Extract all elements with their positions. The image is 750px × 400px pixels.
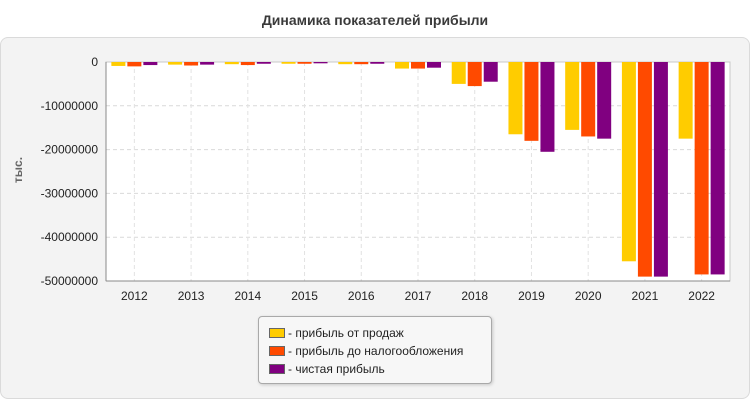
bar-sales-profit-2017 xyxy=(395,62,409,69)
legend-item-net-profit: - чистая прибыль xyxy=(269,361,385,377)
bar-net-profit-2018 xyxy=(483,62,498,82)
bar-sales-profit-2019 xyxy=(508,62,523,135)
bar-pretax-profit-2013 xyxy=(184,62,199,66)
bar-net-profit-2022 xyxy=(710,62,725,275)
x-tick-label: 2018 xyxy=(461,289,488,303)
bars xyxy=(111,62,725,277)
legend-label-sales-profit: - прибыль от продаж xyxy=(288,326,404,340)
x-tick-label: 2017 xyxy=(405,289,432,303)
y-axis-label: тыс. xyxy=(11,157,25,183)
legend: - прибыль от продаж - прибыль до налогоо… xyxy=(258,316,492,384)
bar-net-profit-2015 xyxy=(313,62,328,64)
bar-sales-profit-2012 xyxy=(111,62,126,66)
bar-pretax-profit-2018 xyxy=(467,62,482,87)
bar-pretax-profit-2022 xyxy=(694,62,709,275)
bar-pretax-profit-2020 xyxy=(581,62,596,137)
bar-sales-profit-2016 xyxy=(338,62,353,65)
y-tick-label: -50000000 xyxy=(41,274,99,288)
bar-net-profit-2021 xyxy=(653,62,668,277)
legend-swatch-sales-profit xyxy=(269,328,285,338)
bar-sales-profit-2014 xyxy=(224,62,239,65)
plot-area xyxy=(105,61,731,282)
legend-label-pretax-profit: - прибыль до налогообложения xyxy=(288,344,464,358)
bar-net-profit-2019 xyxy=(540,62,555,152)
bar-pretax-profit-2017 xyxy=(411,62,425,69)
legend-item-sales-profit: - прибыль от продаж xyxy=(269,325,404,341)
bar-sales-profit-2022 xyxy=(678,62,693,139)
bar-net-profit-2012 xyxy=(143,62,158,66)
y-tick-label: -20000000 xyxy=(41,143,99,157)
legend-swatch-pretax-profit xyxy=(269,346,285,356)
bar-net-profit-2020 xyxy=(597,62,612,139)
y-tick-label: -10000000 xyxy=(41,99,99,113)
chart-title: Динамика показателей прибыли xyxy=(261,12,489,28)
bar-pretax-profit-2015 xyxy=(297,62,312,64)
y-tick-label: 0 xyxy=(91,55,98,69)
legend-swatch-net-profit xyxy=(269,364,285,374)
bar-sales-profit-2013 xyxy=(168,62,183,65)
bar-pretax-profit-2012 xyxy=(127,62,142,67)
x-tick-label: 2022 xyxy=(688,289,715,303)
bar-sales-profit-2018 xyxy=(451,62,466,84)
bar-sales-profit-2020 xyxy=(565,62,580,130)
bar-net-profit-2013 xyxy=(200,62,215,65)
bar-sales-profit-2021 xyxy=(621,62,636,262)
x-tick-label: 2013 xyxy=(178,289,205,303)
x-tick-label: 2015 xyxy=(291,289,318,303)
bar-pretax-profit-2021 xyxy=(637,62,652,277)
bar-pretax-profit-2014 xyxy=(240,62,255,66)
x-tick-label: 2021 xyxy=(632,289,659,303)
bar-pretax-profit-2016 xyxy=(354,62,369,65)
bar-net-profit-2014 xyxy=(256,62,271,64)
bar-net-profit-2017 xyxy=(427,62,441,68)
legend-label-net-profit: - чистая прибыль xyxy=(288,362,385,376)
x-tick-label: 2020 xyxy=(575,289,602,303)
bar-sales-profit-2015 xyxy=(281,62,296,64)
legend-item-pretax-profit: - прибыль до налогообложения xyxy=(269,343,463,359)
x-tick-label: 2014 xyxy=(234,289,261,303)
x-tick-label: 2016 xyxy=(348,289,375,303)
x-tick-label: 2019 xyxy=(518,289,545,303)
y-tick-label: -40000000 xyxy=(41,230,99,244)
y-tick-label: -30000000 xyxy=(41,186,99,200)
bar-net-profit-2016 xyxy=(370,62,385,64)
x-tick-label: 2012 xyxy=(121,289,148,303)
axes: 0 -10000000 -20000000 -30000000 -40000000 -50… xyxy=(41,55,730,303)
bar-pretax-profit-2019 xyxy=(524,62,539,141)
